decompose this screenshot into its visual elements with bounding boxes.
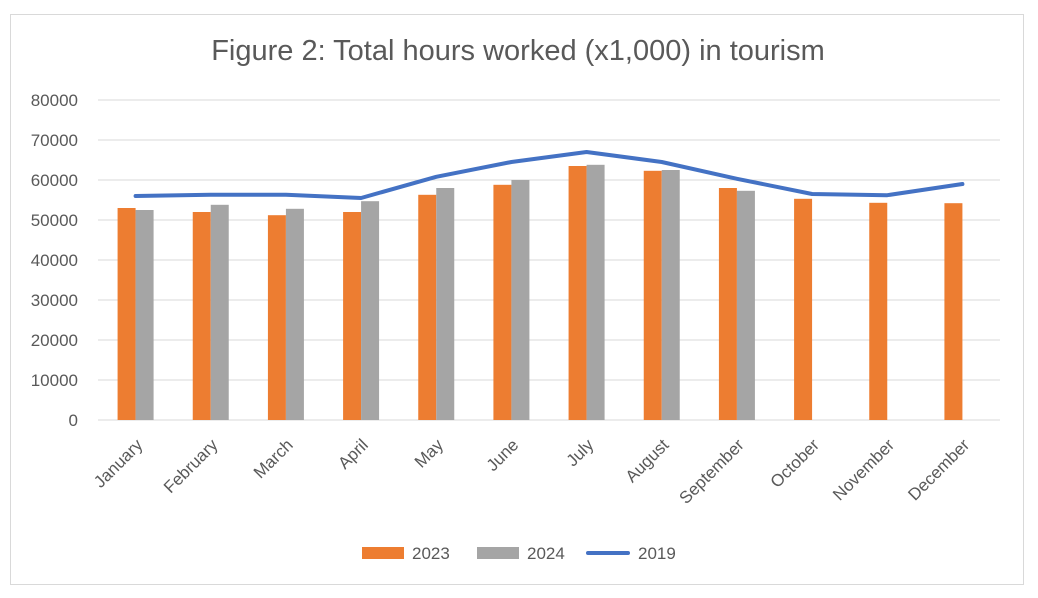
bar-2024-september [736, 190, 755, 420]
x-axis-ticks: January February March April May June July Augu… [90, 435, 973, 508]
y-tick-label: 60000 [31, 171, 78, 190]
y-tick-label: 80000 [31, 91, 78, 110]
legend-swatch-2023 [362, 547, 404, 559]
bar-2023-august [643, 170, 662, 420]
bar-2024-august [661, 170, 680, 420]
bar-2023-march [267, 215, 286, 420]
x-tick-label: January [90, 435, 147, 492]
x-tick-label: July [563, 435, 598, 470]
gridlines [98, 99, 1000, 421]
bar-2023-september [718, 188, 737, 420]
bar-2023-july [568, 166, 587, 420]
bar-2024-february [210, 204, 229, 420]
line-series [133, 150, 965, 200]
y-tick-label: 10000 [31, 371, 78, 390]
x-tick-label: November [829, 435, 898, 504]
y-axis-ticks: 0 10000 20000 30000 40000 50000 60000 70000 8000… [31, 91, 78, 430]
x-tick-label: April [334, 435, 371, 472]
x-tick-label: February [160, 435, 222, 497]
bar-2024-january [135, 210, 154, 420]
y-tick-label: 50000 [31, 211, 78, 230]
bars [117, 164, 963, 420]
x-tick-label: March [250, 435, 297, 482]
x-tick-label: October [767, 435, 823, 491]
legend-swatch-2024 [477, 547, 519, 559]
bar-2023-november [869, 202, 888, 420]
bar-2023-june [493, 184, 512, 420]
y-tick-label: 40000 [31, 251, 78, 270]
x-tick-label: June [483, 435, 523, 475]
bar-2024-april [361, 201, 380, 420]
bar-2024-march [285, 208, 304, 420]
bar-2023-january [117, 208, 136, 420]
bar-2023-december [944, 203, 963, 420]
x-tick-label: August [622, 435, 673, 486]
bar-2024-may [436, 188, 455, 420]
y-tick-label: 0 [69, 411, 78, 430]
chart-title: Figure 2: Total hours worked (x1,000) in… [211, 35, 825, 67]
y-tick-label: 70000 [31, 131, 78, 150]
line-2019 [133, 150, 965, 200]
bar-2023-february [192, 212, 211, 420]
legend-label-2019: 2019 [638, 544, 676, 563]
x-tick-label: December [904, 435, 973, 504]
y-tick-label: 20000 [31, 331, 78, 350]
bar-2023-october [794, 198, 813, 420]
legend-label-2024: 2024 [527, 544, 565, 563]
legend-label-2023: 2023 [412, 544, 450, 563]
y-tick-label: 30000 [31, 291, 78, 310]
legend: 2023 2024 2019 [362, 544, 676, 563]
x-tick-label: September [675, 435, 747, 507]
bar-2023-april [343, 212, 362, 420]
bar-2024-june [511, 180, 530, 420]
bar-2023-may [418, 194, 437, 420]
bar-2024-july [586, 164, 605, 420]
x-tick-label: May [411, 435, 447, 471]
